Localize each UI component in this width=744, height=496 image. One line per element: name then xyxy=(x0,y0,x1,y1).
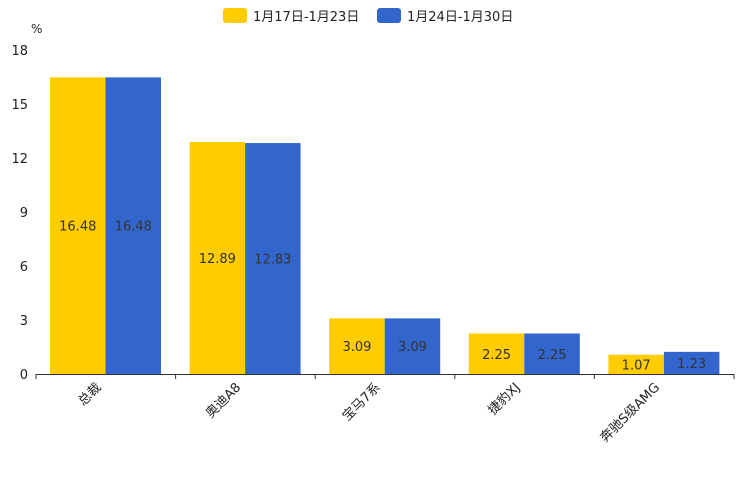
y-tick-label: 15 xyxy=(11,98,28,113)
legend-swatch-2 xyxy=(377,8,401,23)
bar-2-series-2 xyxy=(245,143,301,374)
x-tick-label-5: 奔驰S级AMG xyxy=(598,380,663,445)
legend-label-2: 1月24日-1月30日 xyxy=(407,10,513,25)
y-tick-label: 12 xyxy=(11,152,28,167)
bar-3-series-1 xyxy=(329,318,385,374)
bars: 16.48 16.48 12.89 12.83 3.09 3.09 2.25 2.25 1.07… xyxy=(50,77,720,375)
data-label-3-series-1: 3.09 xyxy=(342,340,371,355)
data-label-5-series-1: 1.07 xyxy=(622,358,651,373)
y-tick-label: 3 xyxy=(20,314,28,329)
bar-1-series-2 xyxy=(105,77,161,375)
data-label-1-series-2: 16.48 xyxy=(115,220,152,235)
y-axis: 0 3 6 9 12 15 18 xyxy=(11,44,28,383)
y-tick-label: 18 xyxy=(11,44,28,59)
bar-5-series-1 xyxy=(608,354,664,374)
bar-4-series-1 xyxy=(468,333,525,374)
legend-swatch-1 xyxy=(223,8,247,23)
data-label-4-series-2: 2.25 xyxy=(538,348,567,363)
x-tick-label-3: 宝马7系 xyxy=(340,380,384,424)
bar-1-series-1 xyxy=(50,77,106,375)
bar-3-series-2 xyxy=(384,318,441,374)
y-tick-label: 0 xyxy=(20,368,28,383)
y-tick-label: 9 xyxy=(20,206,28,221)
bar-4-series-2 xyxy=(524,333,580,374)
legend-label-1: 1月17日-1月23日 xyxy=(253,10,359,25)
x-tick-label-2: 奥迪A8 xyxy=(203,380,244,421)
bar-2-series-1 xyxy=(189,141,246,374)
legend: 1月17日-1月23日 1月24日-1月30日 xyxy=(223,8,513,25)
y-axis-unit-label: % xyxy=(31,22,42,36)
data-label-3-series-2: 3.09 xyxy=(398,340,427,355)
x-tick-label-4: 捷豹XJ xyxy=(485,380,523,418)
data-label-2-series-2: 12.83 xyxy=(254,253,291,268)
bar-5-series-2 xyxy=(663,351,720,374)
data-label-2-series-1: 12.89 xyxy=(199,252,236,267)
data-label-5-series-2: 1.23 xyxy=(677,357,706,372)
data-label-1-series-1: 16.48 xyxy=(59,220,96,235)
x-axis: 总裁 奥迪A8 宝马7系 捷豹XJ 奔驰S级AMG xyxy=(35,374,735,446)
y-tick-label: 6 xyxy=(20,260,28,275)
data-label-4-series-1: 2.25 xyxy=(482,348,511,363)
x-tick-label-1: 总裁 xyxy=(75,380,105,410)
